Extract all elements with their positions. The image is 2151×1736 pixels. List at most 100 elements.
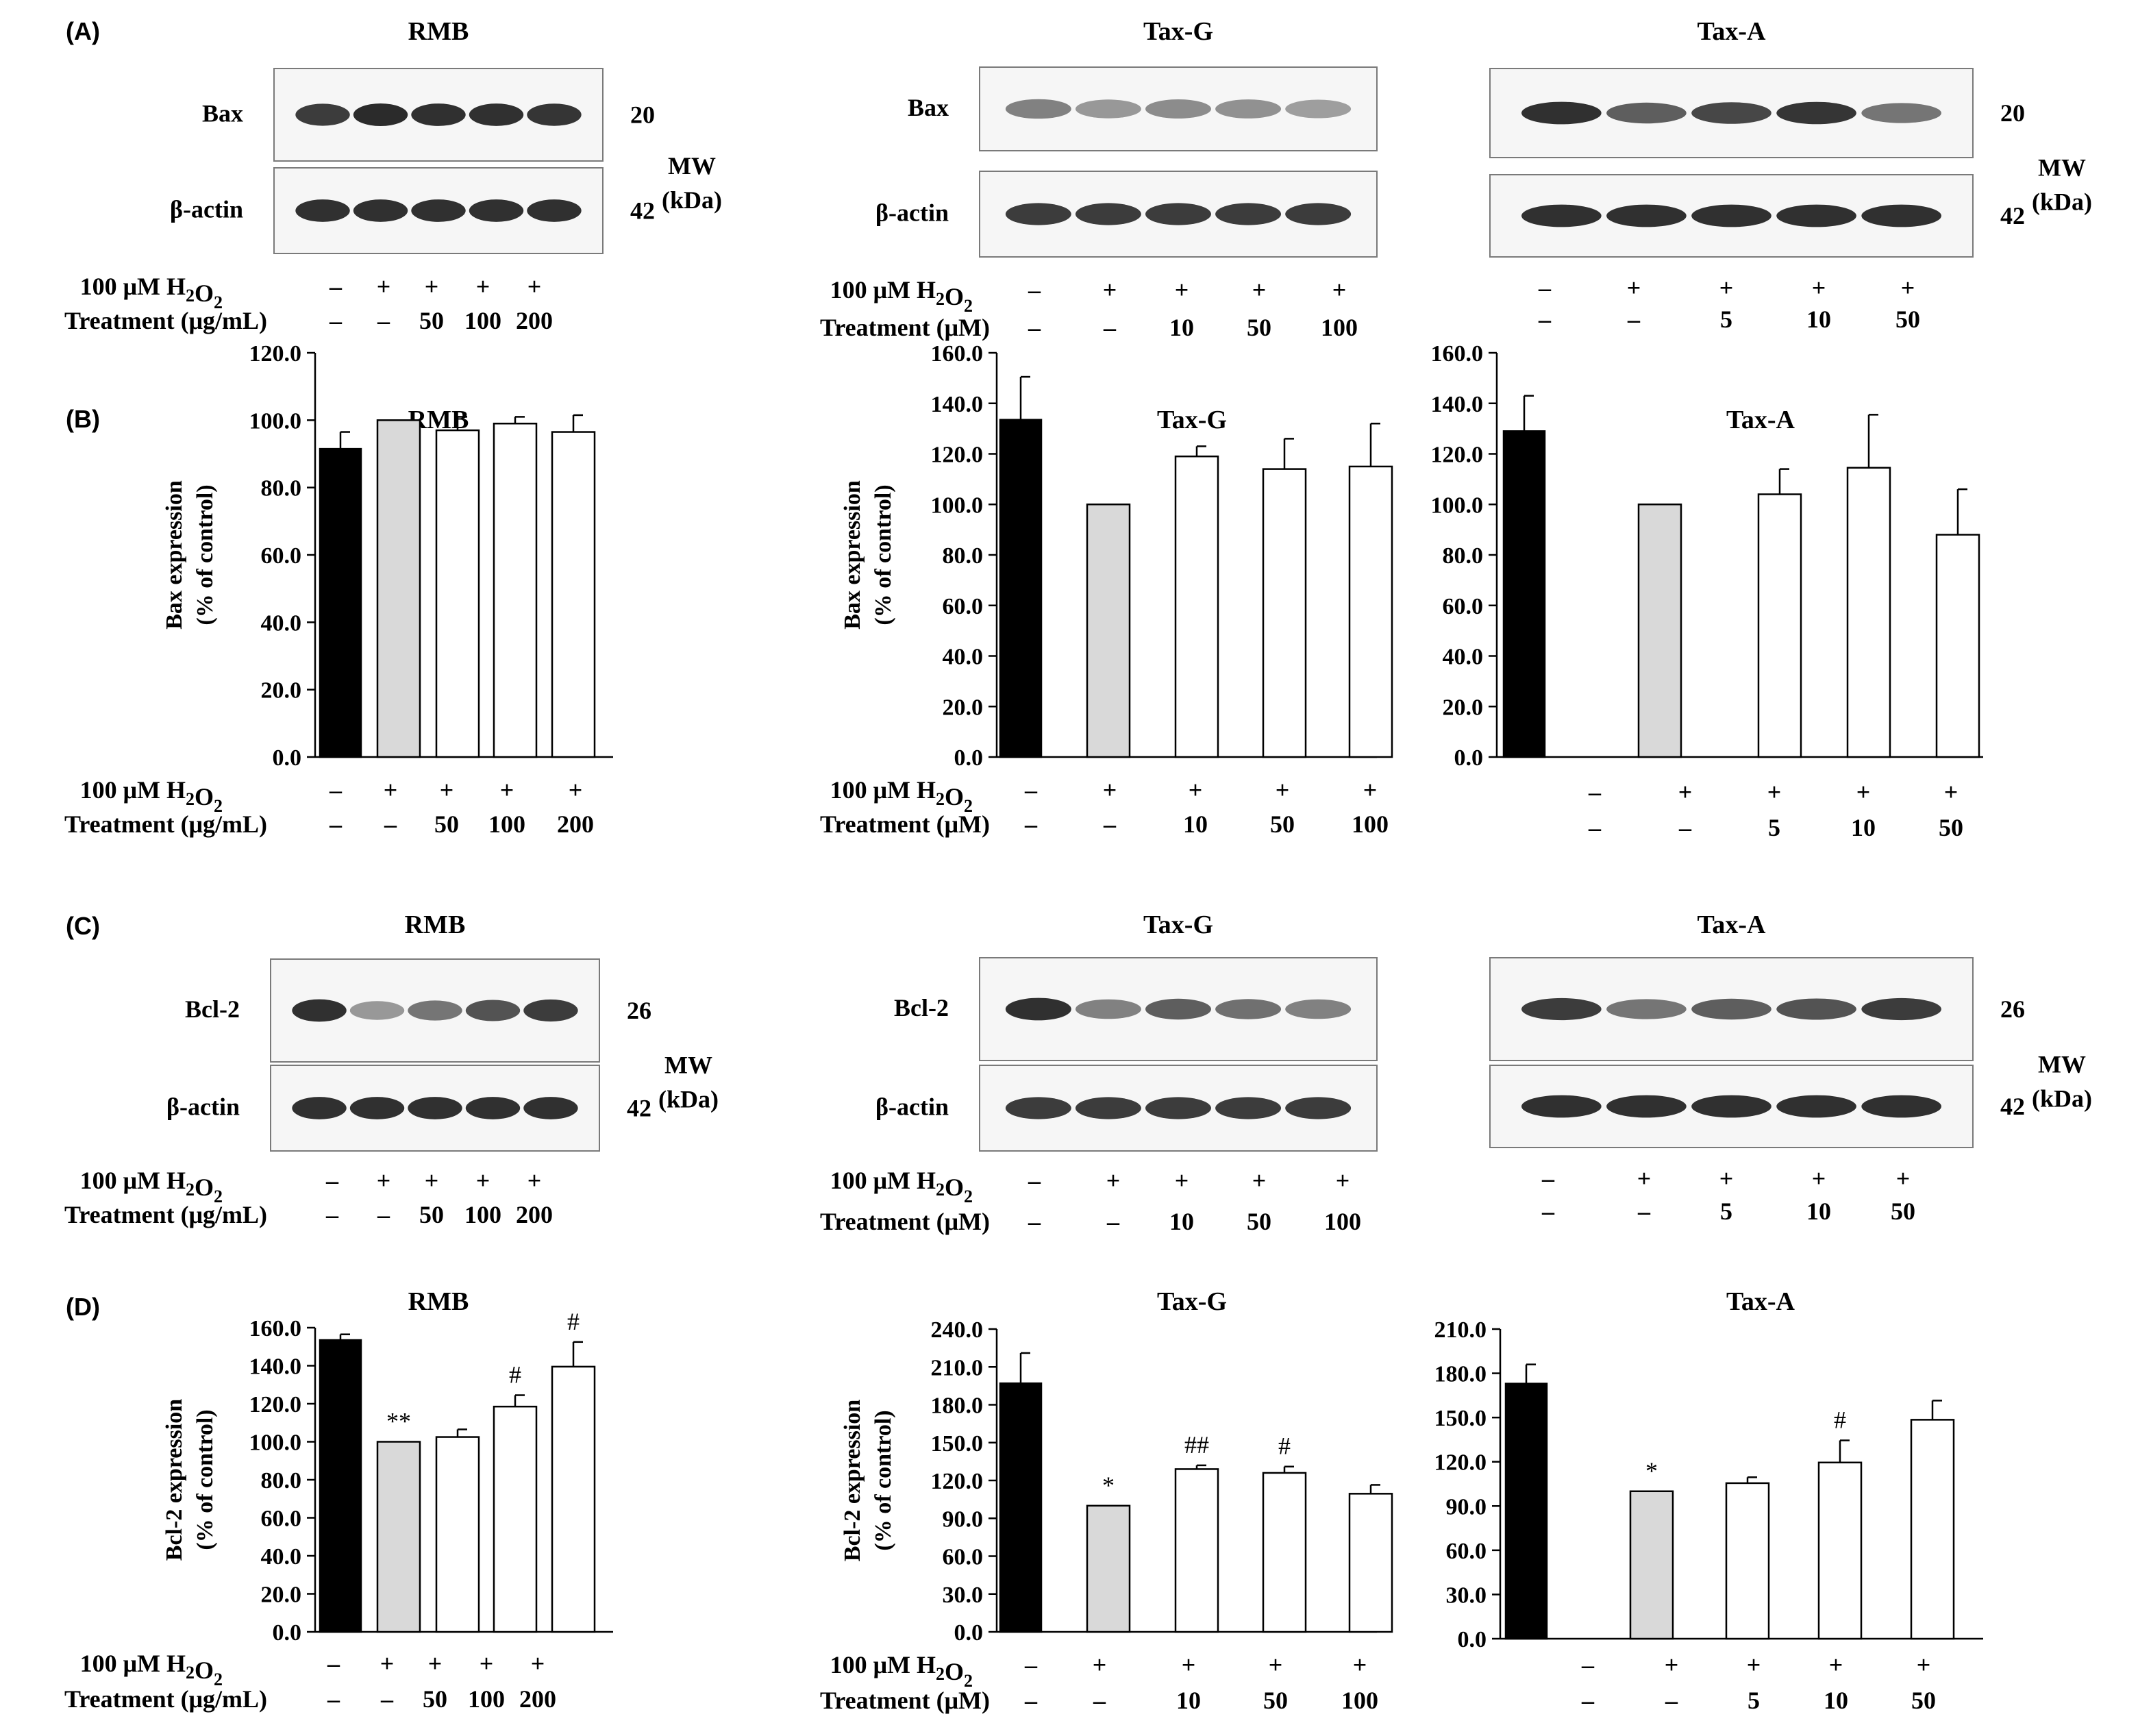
treatment-label: Treatment (μg/mL)	[64, 307, 267, 334]
y-tick-label: 40.0	[261, 1544, 302, 1570]
bar-chart-2: Tax-G 0.0 20.0 40.0 60.0 80.0 100.0 120.0 140.0 1…	[820, 341, 1393, 838]
y-tick-label: 180.0	[1434, 1362, 1487, 1387]
panel-letter: (A)	[66, 17, 100, 45]
protein-band	[1075, 99, 1141, 119]
y-axis-label: (% of control)	[871, 484, 896, 625]
bar	[999, 1382, 1043, 1633]
treatment-dose: –	[377, 307, 390, 334]
western-blot-6: Tax-A 26 42 MW (kDa) – + + + + – – 5 10 50	[1489, 910, 2092, 1225]
protein-band	[1215, 999, 1282, 1019]
protein-band	[523, 999, 578, 1022]
treatment-dose: 50	[1270, 810, 1295, 838]
bar	[1817, 1461, 1863, 1640]
y-tick-label: 60.0	[1446, 1539, 1487, 1564]
h2o2-sign: +	[1252, 276, 1267, 303]
treatment-dose: 10	[1824, 1687, 1848, 1714]
blot-title: Tax-G	[1143, 17, 1213, 46]
h2o2-sign: +	[1678, 778, 1693, 806]
actin-label: β-actin	[875, 199, 949, 227]
bar	[1502, 430, 1546, 758]
mw-axis-label: (kDa)	[658, 1086, 719, 1113]
y-tick-label: 0.0	[1454, 745, 1484, 771]
h2o2-sign: +	[1917, 1651, 1931, 1678]
y-tick-label: 120.0	[249, 1392, 302, 1417]
h2o2-sign: +	[531, 1650, 545, 1677]
y-tick-label: 0.0	[273, 745, 302, 771]
h2o2-sign: +	[377, 1167, 391, 1194]
actin-band	[523, 1097, 578, 1119]
h2o2-sign: +	[1944, 778, 1959, 806]
y-tick-label: 60.0	[943, 1545, 984, 1570]
protein-band	[1005, 99, 1071, 119]
bar	[1910, 1419, 1955, 1640]
y-tick-label: 80.0	[261, 476, 302, 501]
actin-band	[349, 1097, 405, 1119]
h2o2-sign: +	[425, 273, 439, 300]
protein-band	[1521, 101, 1602, 125]
treatment-dose: –	[1637, 1198, 1651, 1225]
bar	[376, 1441, 421, 1633]
actin-band	[465, 1097, 521, 1119]
treatment-dose: 5	[1768, 814, 1780, 841]
treatment-dose: –	[1538, 306, 1552, 333]
treatment-dose: –	[1106, 1208, 1120, 1235]
actin-band	[1145, 1097, 1211, 1119]
treatment-dose: –	[329, 307, 343, 334]
protein-band	[353, 103, 408, 127]
significance-mark: ##	[1184, 1431, 1209, 1459]
y-tick-label: 60.0	[261, 543, 302, 569]
protein-band	[292, 999, 347, 1022]
bar	[1086, 1504, 1131, 1633]
actin-band	[1776, 204, 1856, 227]
actin-label: β-actin	[170, 196, 243, 223]
bar	[493, 1405, 538, 1633]
bar	[319, 1339, 362, 1633]
mw-value: 20	[630, 101, 655, 129]
treatment-dose: –	[1581, 1687, 1595, 1714]
y-tick-label: 60.0	[943, 594, 984, 619]
treatment-dose: 50	[1263, 1687, 1288, 1714]
chart-title: Tax-A	[1726, 406, 1795, 434]
bar	[999, 419, 1043, 758]
y-tick-label: 30.0	[943, 1583, 984, 1608]
y-tick-label: 140.0	[249, 1354, 302, 1380]
treatment-dose: 5	[1720, 1198, 1732, 1225]
mw-axis-label: MW	[664, 1052, 712, 1079]
h2o2-sign: +	[1812, 1165, 1826, 1192]
protein-band	[465, 1000, 521, 1021]
chart-title: Tax-G	[1157, 406, 1227, 434]
y-tick-label: 160.0	[249, 1316, 302, 1341]
h2o2-sign: +	[500, 776, 514, 804]
treatment-dose: 50	[1247, 1208, 1271, 1235]
panel-letter: (D)	[66, 1293, 100, 1321]
y-axis-label: (% of control)	[192, 1409, 218, 1550]
actin-band	[469, 199, 524, 222]
protein-band	[1776, 101, 1856, 125]
blot-title: Tax-A	[1698, 910, 1767, 939]
h2o2-sign: +	[569, 776, 583, 804]
panel-letter: (C)	[66, 912, 100, 940]
treatment-dose: 10	[1169, 314, 1194, 341]
h2o2-sign: +	[1829, 1651, 1843, 1678]
h2o2-sign: +	[527, 1167, 542, 1194]
y-tick-label: 180.0	[931, 1393, 984, 1419]
significance-mark: *	[1645, 1457, 1658, 1485]
y-tick-label: 60.0	[261, 1506, 302, 1532]
western-blot-3: Tax-A 20 42 MW (kDa) – + + + + – – 5 10 50	[1489, 17, 2092, 333]
mw-value: 42	[2000, 202, 2025, 230]
bar	[435, 429, 480, 758]
actin-band	[1075, 1097, 1141, 1119]
chart-title: Tax-A	[1726, 1287, 1795, 1316]
protein-band	[1606, 999, 1687, 1019]
y-tick-label: 210.0	[931, 1355, 984, 1380]
h2o2-sign: +	[1103, 276, 1117, 303]
actin-band	[1005, 1097, 1071, 1119]
y-tick-label: 100.0	[931, 493, 984, 518]
protein-band	[1005, 997, 1071, 1021]
protein-band	[295, 103, 350, 126]
mw-value: 42	[2000, 1093, 2025, 1120]
y-tick-label: 0.0	[954, 745, 984, 771]
protein-label: Bax	[908, 94, 949, 121]
